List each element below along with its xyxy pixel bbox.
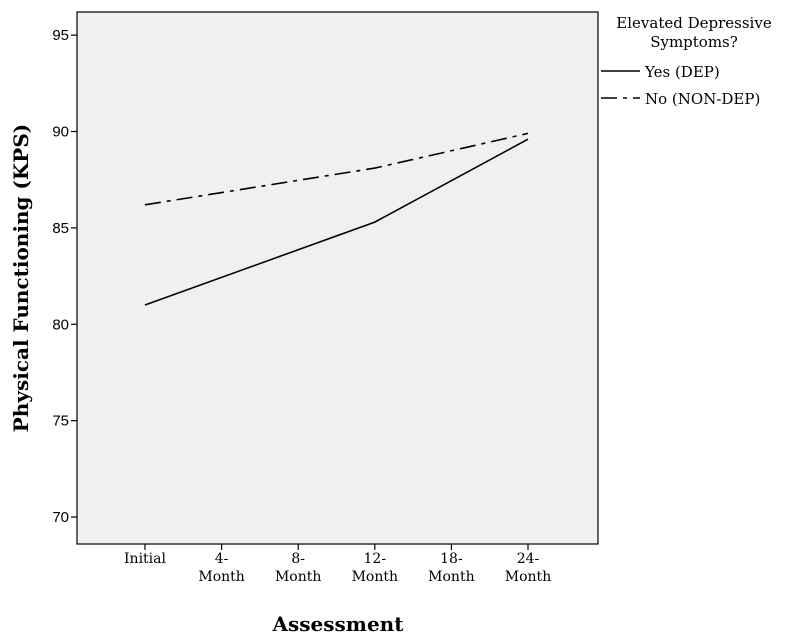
legend-title: Symptoms? <box>650 33 738 51</box>
y-axis: 70 75 80 85 90 95 <box>52 27 77 526</box>
series-line-non-dep <box>144 132 529 206</box>
y-axis-title: Physical Functioning (KPS) <box>9 124 33 432</box>
x-tick-label: 4-Month <box>198 551 244 585</box>
series-lines <box>144 132 529 306</box>
x-tick-label: 18-Month <box>428 551 474 585</box>
x-tick-label: 8-Month <box>275 551 321 585</box>
legend-label: Yes (DEP) <box>644 63 720 81</box>
legend-label: No (NON-DEP) <box>645 90 760 108</box>
y-tick-label: 90 <box>52 124 69 141</box>
x-tick-label: 12-Month <box>352 551 398 585</box>
x-tick-label: 24-Month <box>505 551 551 585</box>
y-tick-label: 70 <box>52 509 69 526</box>
series-line-dep <box>144 138 529 306</box>
legend-title: Elevated Depressive <box>616 14 772 32</box>
x-axis-title: Assessment <box>272 612 405 635</box>
y-tick-label: 95 <box>52 27 69 44</box>
plot-area <box>76 11 599 545</box>
x-tick-label: Initial <box>124 551 166 567</box>
y-tick-label: 80 <box>52 316 69 333</box>
y-tick-label: 85 <box>52 220 69 237</box>
y-tick-label: 75 <box>52 413 69 430</box>
x-axis: Initial 4-Month 8-Month 12-Month 18-Month 24-… <box>124 544 551 585</box>
